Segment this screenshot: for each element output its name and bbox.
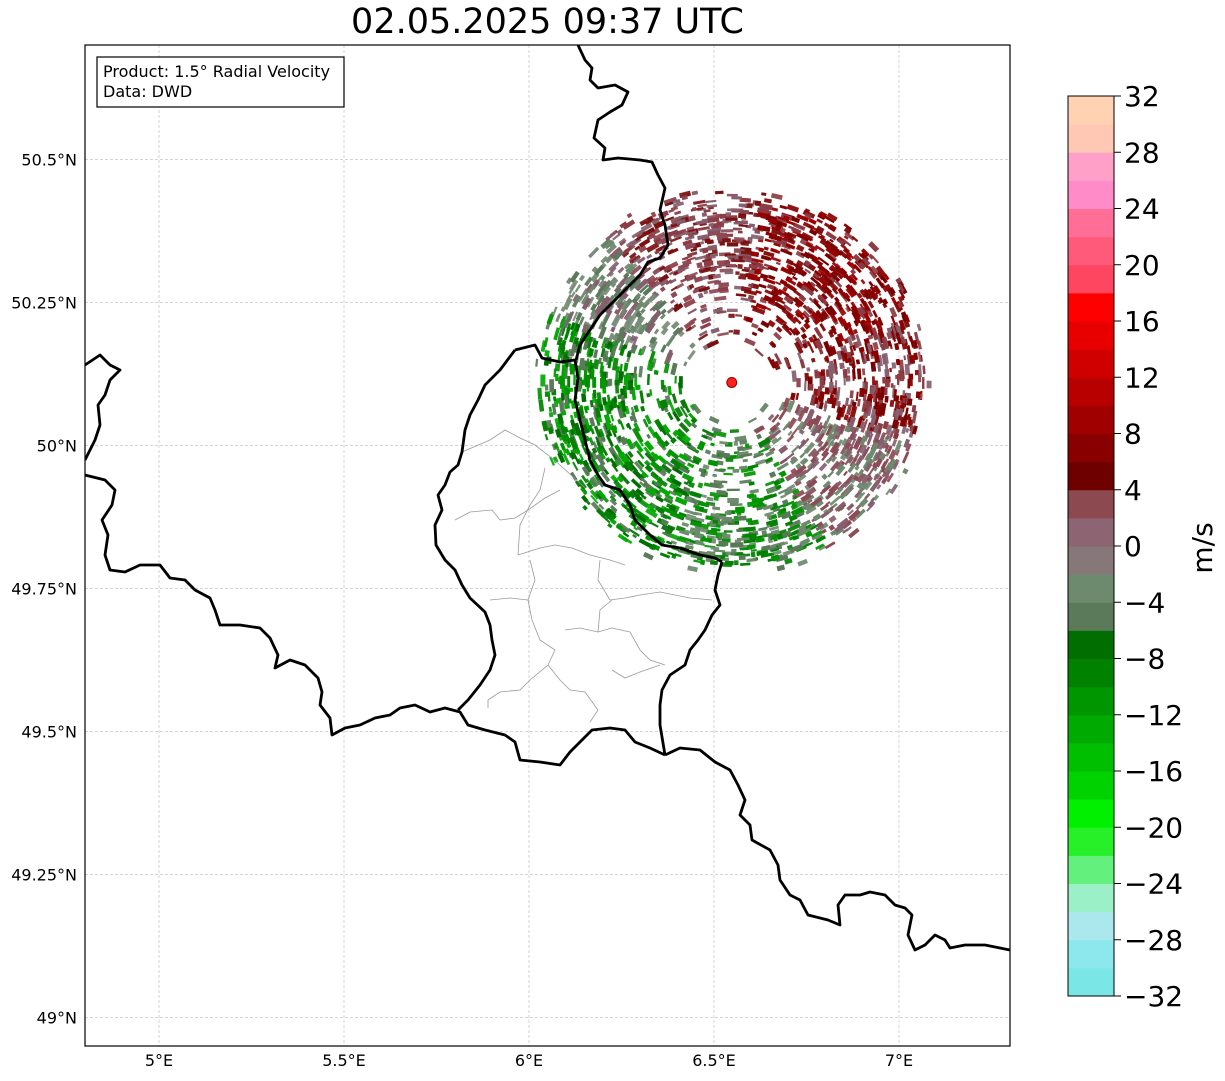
x-axis-ticks: 5°E 5.5°E 6°E 6.5°E 7°E bbox=[145, 1051, 913, 1070]
colorbar-segment bbox=[1068, 742, 1114, 772]
colorbar-segment bbox=[1068, 180, 1114, 210]
colorbar-tick-label: 4 bbox=[1124, 474, 1142, 507]
info-box: Product: 1.5° Radial Velocity Data: DWD bbox=[96, 56, 345, 108]
border-netherlands-germany bbox=[574, 45, 670, 361]
colorbar-segment bbox=[1068, 546, 1114, 575]
y-axis-ticks: 49°N 49.25°N 49.5°N 49.75°N 50°N 50.25°N 50.5°… bbox=[11, 150, 77, 1027]
colorbar-segment bbox=[1068, 939, 1114, 969]
colorbar-segment bbox=[1068, 630, 1114, 660]
border-belgium-nl-west bbox=[85, 353, 122, 461]
colorbar-tick-label: 16 bbox=[1124, 305, 1160, 338]
border-belgium-luxembourg bbox=[514, 343, 723, 564]
colorbar-segment bbox=[1068, 96, 1114, 125]
colorbar-segment bbox=[1068, 574, 1114, 603]
colorbar-segment bbox=[1068, 405, 1114, 435]
colorbar-tick-label: 12 bbox=[1124, 361, 1160, 394]
x-tick-label: 7°E bbox=[885, 1051, 913, 1070]
map-frame-background bbox=[85, 45, 1010, 1046]
y-tick-label: 49°N bbox=[37, 1008, 77, 1027]
border-france-germany bbox=[664, 746, 1010, 952]
colorbar-segment bbox=[1068, 855, 1114, 885]
colorbar-tick-label: −20 bbox=[1124, 811, 1183, 844]
colorbar-tick-label: −4 bbox=[1124, 586, 1165, 619]
colorbar-segment bbox=[1068, 602, 1114, 631]
y-tick-label: 50°N bbox=[37, 436, 77, 455]
x-tick-label: 5.5°E bbox=[322, 1051, 366, 1070]
y-tick-label: 49.75°N bbox=[11, 579, 77, 598]
colorbar-label: m/s bbox=[1186, 522, 1219, 573]
colorbar-tick-label: −8 bbox=[1124, 643, 1165, 676]
colorbar-segment bbox=[1068, 714, 1114, 744]
colorbar-tick-label: −16 bbox=[1124, 755, 1183, 788]
colorbar-tick-label: 0 bbox=[1124, 530, 1142, 563]
colorbar-tick-label: 32 bbox=[1124, 80, 1160, 113]
colorbar-segment bbox=[1068, 658, 1114, 688]
colorbar-ticks: 32 28 24 20 16 12 8 4 0 −4 −8 −12 −16 −20 −24 −28 −32 bbox=[1114, 80, 1183, 1013]
colorbar-tick-label: 8 bbox=[1124, 418, 1142, 451]
colorbar-segment bbox=[1068, 967, 1114, 997]
colorbar-segment bbox=[1068, 883, 1114, 913]
map-frame bbox=[84, 44, 1011, 1047]
lat-lon-gridlines bbox=[85, 45, 1010, 1046]
colorbar-tick-label: −32 bbox=[1124, 980, 1183, 1013]
colorbar-segment bbox=[1068, 264, 1114, 294]
colorbar-segment bbox=[1068, 686, 1114, 716]
colorbar-segment bbox=[1068, 377, 1114, 406]
colorbar-segment bbox=[1068, 911, 1114, 941]
velocity-colorbar bbox=[1067, 95, 1115, 997]
radar-site-marker bbox=[726, 376, 738, 388]
colorbar-segment bbox=[1068, 349, 1114, 378]
colorbar-tick-label: −12 bbox=[1124, 699, 1183, 732]
info-data-source: Data: DWD bbox=[103, 82, 192, 101]
border-luxembourg-east bbox=[658, 561, 724, 756]
border-luxembourg-west bbox=[433, 349, 517, 711]
colorbar-segment bbox=[1068, 236, 1114, 266]
colorbar-segment bbox=[1068, 489, 1114, 519]
y-tick-label: 50.5°N bbox=[21, 150, 77, 169]
colorbar-segment bbox=[1068, 433, 1114, 463]
map-title: 02.05.2025 09:37 UTC bbox=[351, 2, 744, 42]
subdivision-boundaries bbox=[454, 429, 713, 723]
x-tick-label: 6.5°E bbox=[692, 1051, 736, 1070]
colorbar-segment bbox=[1068, 321, 1114, 350]
radar-velocity-field bbox=[535, 190, 932, 573]
x-tick-label: 6°E bbox=[515, 1051, 543, 1070]
y-tick-label: 49.5°N bbox=[21, 722, 77, 741]
colorbar-tick-label: −28 bbox=[1124, 924, 1183, 957]
colorbar-segment bbox=[1068, 292, 1114, 322]
colorbar-segment bbox=[1068, 827, 1114, 856]
colorbar-segment bbox=[1068, 461, 1114, 491]
colorbar-tick-label: −24 bbox=[1124, 868, 1183, 901]
colorbar-segment bbox=[1068, 208, 1114, 238]
x-tick-label: 5°E bbox=[145, 1051, 173, 1070]
info-product: Product: 1.5° Radial Velocity bbox=[103, 62, 330, 81]
colorbar-segment bbox=[1068, 124, 1114, 153]
y-tick-label: 50.25°N bbox=[11, 293, 77, 312]
colorbar-segment bbox=[1068, 771, 1114, 800]
colorbar-segment bbox=[1068, 517, 1114, 547]
y-tick-label: 49.25°N bbox=[11, 865, 77, 884]
country-borders bbox=[85, 45, 1010, 952]
colorbar-tick-label: 20 bbox=[1124, 249, 1160, 282]
colorbar-tick-label: 24 bbox=[1124, 193, 1160, 226]
colorbar-segment bbox=[1068, 799, 1114, 828]
colorbar-tick-label: 28 bbox=[1124, 136, 1160, 169]
colorbar-segment bbox=[1068, 152, 1114, 181]
border-belgium-france bbox=[85, 473, 666, 767]
